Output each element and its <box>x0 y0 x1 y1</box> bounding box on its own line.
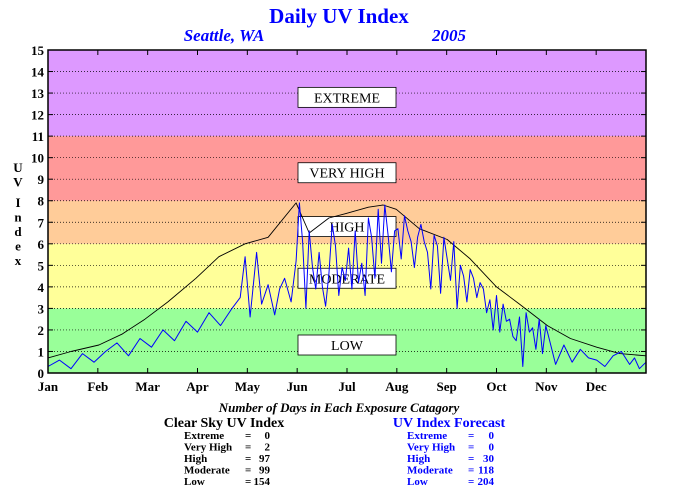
x-tick-label: Feb <box>87 379 108 394</box>
chart-location: Seattle, WA <box>184 26 265 45</box>
stat-value: 97 <box>259 453 271 465</box>
stat-equals: = <box>468 430 474 442</box>
stat-label: Very High <box>184 442 232 454</box>
stat-equals: = <box>468 465 474 477</box>
stat-value: 0 <box>489 442 495 454</box>
x-tick-label: Apr <box>186 379 209 394</box>
series-forecast-line <box>47 202 647 370</box>
y-tick-label: 9 <box>38 172 45 187</box>
y-tick-label: 0 <box>38 366 45 381</box>
stat-equals: = <box>468 442 474 454</box>
dotted-gridlines <box>48 71 646 352</box>
series-clear-sky-line <box>47 202 647 359</box>
stat-equals: = <box>468 476 474 488</box>
band-label-text: EXTREME <box>314 91 380 106</box>
stat-value: 154 <box>254 476 271 488</box>
right-stats-heading: UV Index Forecast <box>393 416 506 431</box>
y-tick-label: 2 <box>38 323 45 338</box>
right-stats-table: Extreme = 0 Very High = 0 High = 30 Moderate = 118 L… <box>407 430 495 488</box>
stat-equals: = <box>245 465 251 477</box>
x-tick-label: Oct <box>486 379 507 394</box>
x-tick-label: Jun <box>287 379 309 394</box>
band-label-text: VERY HIGH <box>309 167 384 182</box>
band-label-box <box>297 86 397 108</box>
band-label-text: LOW <box>331 339 364 354</box>
band-label-box <box>297 162 397 184</box>
band-label-box <box>297 334 397 356</box>
x-tick-label: May <box>235 379 261 394</box>
y-tick-label: 5 <box>38 258 45 273</box>
x-tick-label: Jan <box>38 379 59 394</box>
y-tick-label: 1 <box>38 344 45 359</box>
chart-year: 2005 <box>431 26 467 45</box>
stat-label: Moderate <box>184 465 230 477</box>
series-lines <box>47 202 647 370</box>
chart-title: Daily UV Index <box>269 4 409 28</box>
stat-label: Extreme <box>407 430 447 442</box>
x-tick-label: Aug <box>385 379 409 394</box>
left-stats-heading: Clear Sky UV Index <box>164 416 284 431</box>
y-tick-label: 7 <box>38 215 45 230</box>
x-tick-label: Mar <box>135 379 160 394</box>
stat-label: Very High <box>407 442 455 454</box>
y-tick-label: 6 <box>38 237 45 252</box>
y-tick-label: 13 <box>31 86 45 101</box>
stat-value: 0 <box>265 430 271 442</box>
y-tick-label: 11 <box>32 129 44 144</box>
y-tick-label: 4 <box>38 280 45 295</box>
y-tick-label: 12 <box>31 108 44 123</box>
y-tick-label: 14 <box>31 65 45 80</box>
stat-label: High <box>184 453 207 465</box>
stat-label: High <box>407 453 430 465</box>
stat-value: 2 <box>265 442 271 454</box>
stat-label: Extreme <box>184 430 224 442</box>
y-tick-label: 15 <box>31 43 45 58</box>
y-tick-label: 8 <box>38 194 45 209</box>
stat-equals: = <box>468 453 474 465</box>
stat-equals: = <box>245 430 251 442</box>
x-tick-label: Nov <box>535 379 558 394</box>
stat-equals: = <box>245 442 251 454</box>
x-tick-label: Jul <box>338 379 356 394</box>
stat-value: 204 <box>478 476 495 488</box>
stat-equals: = <box>245 476 251 488</box>
left-stats-table: Extreme = 0 Very High = 2 High = 97 Moderate = 99 Lo… <box>184 430 271 488</box>
y-tick-label: 3 <box>38 301 45 316</box>
stat-equals: = <box>245 453 251 465</box>
stat-label: Low <box>184 476 205 488</box>
stat-value: 30 <box>483 453 495 465</box>
stat-value: 118 <box>478 465 494 477</box>
stat-value: 0 <box>489 430 495 442</box>
band-label-text: MODERATE <box>309 272 385 287</box>
band-label-text: HIGH <box>330 221 365 236</box>
stat-label: Moderate <box>407 465 453 477</box>
y-tick-label: 10 <box>31 151 44 166</box>
x-tick-label: Dec <box>586 379 607 394</box>
stat-label: Low <box>407 476 428 488</box>
footer-title: Number of Days in Each Exposure Catagory <box>218 400 460 415</box>
x-tick-label: Sep <box>437 379 457 394</box>
x-axis: Jan Feb Mar Apr May Jun Jul Aug Sep Oct Nov Dec <box>38 50 607 394</box>
stat-value: 99 <box>259 465 271 477</box>
